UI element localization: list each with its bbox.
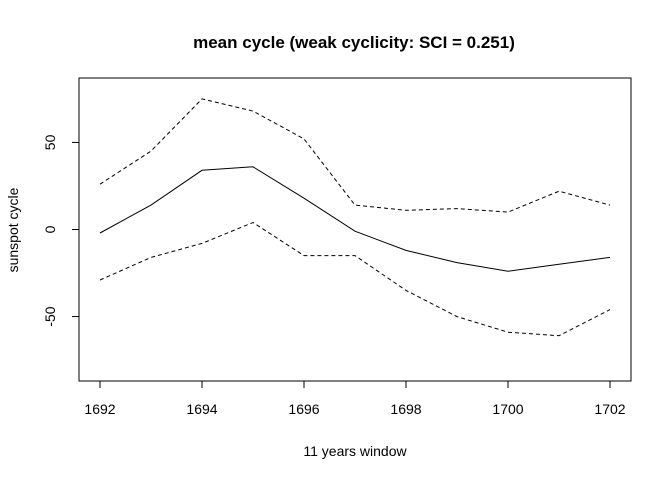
y-tick-label: -50 [42,306,58,326]
x-tick-label: 1692 [84,401,115,417]
x-tick-label: 1702 [594,401,625,417]
y-tick-label: 0 [42,225,58,233]
y-tick-label: 50 [42,134,58,150]
y-axis: -50 0 50 [42,134,80,327]
x-tick-label: 1700 [492,401,523,417]
x-axis: 1692 1694 1696 1698 1700 1702 [84,380,626,417]
x-tick-label: 1698 [390,401,421,417]
x-tick-label: 1694 [186,401,217,417]
series-line-lower [99,221,611,337]
series-layer [99,98,611,337]
series-line-mean [99,166,611,272]
x-axis-label: 11 years window [303,443,407,459]
plot-frame [78,77,632,382]
chart-title: mean cycle (weak cyclicity: SCI = 0.251) [193,33,515,52]
y-axis-label: sunspot cycle [5,187,21,272]
series-line-upper [99,98,611,213]
x-tick-label: 1696 [288,401,319,417]
